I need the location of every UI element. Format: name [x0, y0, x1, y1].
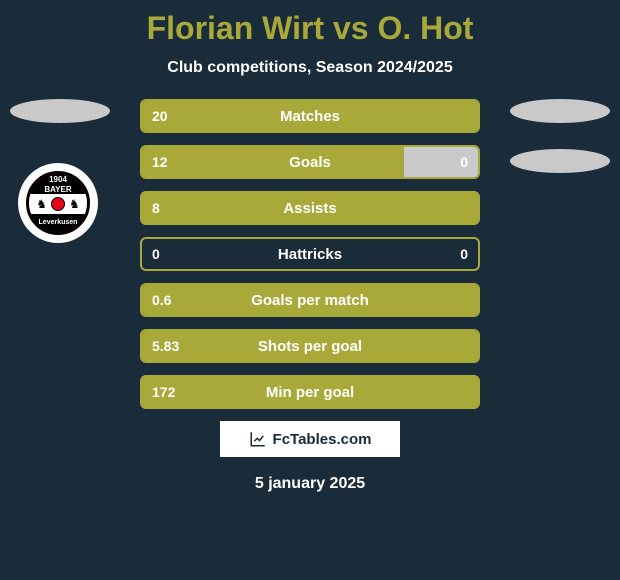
date-label: 5 january 2025	[0, 475, 620, 493]
lion-icon: ♞	[69, 197, 80, 211]
stat-label: Goals	[289, 154, 331, 171]
value-left: 8	[152, 200, 160, 216]
comparison-stage: 1904 BAYER ♞ ♞ Leverkusen 20 Matches 12 0 Go…	[0, 99, 620, 409]
watermark: FcTables.com	[220, 421, 400, 457]
crest-mid: ♞ ♞	[29, 194, 87, 214]
value-right: 0	[460, 154, 468, 170]
value-left: 20	[152, 108, 168, 124]
crest-brand: BAYER	[44, 185, 71, 194]
stat-label: Shots per goal	[258, 338, 362, 355]
stat-row: 0.6 Goals per match	[140, 283, 480, 317]
crest-top: 1904 BAYER	[29, 174, 87, 194]
value-right: 0	[460, 246, 468, 262]
club-crest-left: 1904 BAYER ♞ ♞ Leverkusen	[18, 163, 98, 243]
player-right-oval-2	[510, 149, 610, 173]
stat-label: Matches	[280, 108, 340, 125]
lion-icon: ♞	[36, 197, 47, 211]
stat-row: 5.83 Shots per goal	[140, 329, 480, 363]
value-left: 0.6	[152, 292, 171, 308]
page-title: Florian Wirt vs O. Hot	[0, 0, 620, 47]
comparison-bars: 20 Matches 12 0 Goals 8 Assists 0 0 Hattricks 0.6 G…	[140, 99, 480, 409]
value-left: 172	[152, 384, 175, 400]
value-left: 12	[152, 154, 168, 170]
value-left: 0	[152, 246, 160, 262]
watermark-text: FcTables.com	[273, 431, 372, 448]
stat-label: Min per goal	[266, 384, 354, 401]
crest-year: 1904	[49, 175, 67, 184]
crest-inner: 1904 BAYER ♞ ♞ Leverkusen	[26, 171, 90, 235]
page-subtitle: Club competitions, Season 2024/2025	[0, 59, 620, 77]
crest-bottom: Leverkusen	[29, 214, 87, 232]
stat-label: Assists	[283, 200, 336, 217]
player-right-oval-1	[510, 99, 610, 123]
ball-icon	[51, 197, 65, 211]
stat-row: 12 0 Goals	[140, 145, 480, 179]
fill-left	[142, 147, 404, 177]
stat-row: 8 Assists	[140, 191, 480, 225]
stat-row: 20 Matches	[140, 99, 480, 133]
value-left: 5.83	[152, 338, 179, 354]
stat-label: Goals per match	[251, 292, 369, 309]
stat-label: Hattricks	[278, 246, 342, 263]
stat-row: 0 0 Hattricks	[140, 237, 480, 271]
player-left-oval	[10, 99, 110, 123]
chart-icon	[249, 430, 267, 448]
stat-row: 172 Min per goal	[140, 375, 480, 409]
